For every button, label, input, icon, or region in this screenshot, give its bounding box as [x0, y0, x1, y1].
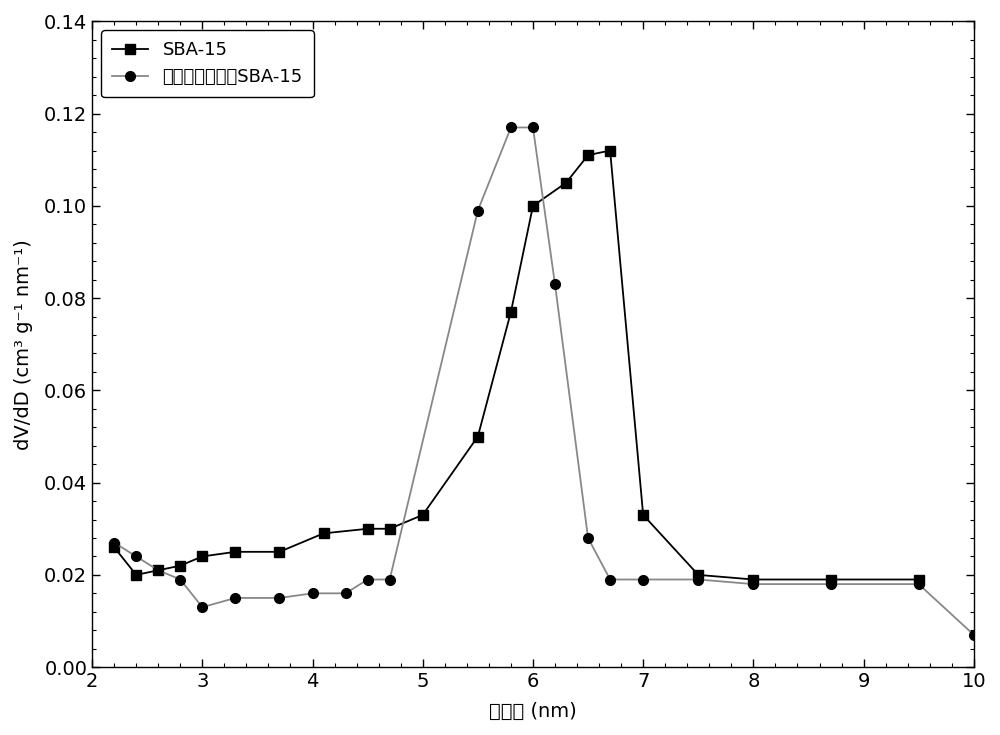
SBA-15 — [362, 524, 374, 533]
萍基碗酸基改性SBA-15 — [825, 580, 837, 589]
SBA-15 — [604, 146, 616, 155]
SBA-15 — [747, 575, 759, 584]
萍基碗酸基改性SBA-15 — [152, 566, 164, 575]
萍基碗酸基改性SBA-15 — [108, 538, 120, 547]
萍基碗酸基改性SBA-15 — [637, 575, 649, 584]
萍基碗酸基改性SBA-15 — [472, 206, 484, 215]
Line: 萍基碗酸基改性SBA-15: 萍基碗酸基改性SBA-15 — [109, 123, 979, 639]
萍基碗酸基改性SBA-15 — [340, 589, 352, 598]
萍基碗酸基改性SBA-15 — [130, 552, 142, 561]
萍基碗酸基改性SBA-15 — [384, 575, 396, 584]
萍基碗酸基改性SBA-15 — [549, 280, 561, 289]
SBA-15 — [505, 307, 517, 316]
SBA-15 — [582, 151, 594, 159]
萍基碗酸基改性SBA-15 — [747, 580, 759, 589]
萍基碗酸基改性SBA-15 — [582, 534, 594, 542]
萍基碗酸基改性SBA-15 — [307, 589, 319, 598]
X-axis label: 孔　径 (nm): 孔 径 (nm) — [489, 702, 577, 721]
SBA-15 — [108, 543, 120, 552]
萍基碗酸基改性SBA-15 — [968, 631, 980, 639]
萍基碗酸基改性SBA-15 — [362, 575, 374, 584]
SBA-15 — [560, 179, 572, 187]
SBA-15 — [130, 570, 142, 579]
SBA-15 — [384, 524, 396, 533]
萍基碗酸基改性SBA-15 — [229, 594, 241, 603]
萍基碗酸基改性SBA-15 — [604, 575, 616, 584]
SBA-15 — [637, 511, 649, 520]
Y-axis label: dV/dD (cm³ g⁻¹ nm⁻¹): dV/dD (cm³ g⁻¹ nm⁻¹) — [14, 239, 33, 450]
SBA-15 — [527, 201, 539, 210]
SBA-15 — [229, 548, 241, 556]
萍基碗酸基改性SBA-15 — [196, 603, 208, 612]
SBA-15 — [152, 566, 164, 575]
SBA-15 — [692, 570, 704, 579]
SBA-15 — [273, 548, 285, 556]
SBA-15 — [417, 511, 429, 520]
SBA-15 — [825, 575, 837, 584]
Line: SBA-15: SBA-15 — [109, 146, 924, 584]
SBA-15 — [472, 432, 484, 441]
SBA-15 — [318, 529, 330, 538]
SBA-15 — [913, 575, 925, 584]
萍基碗酸基改性SBA-15 — [692, 575, 704, 584]
萍基碗酸基改性SBA-15 — [174, 575, 186, 584]
萍基碗酸基改性SBA-15 — [913, 580, 925, 589]
SBA-15 — [174, 562, 186, 570]
萍基碗酸基改性SBA-15 — [505, 123, 517, 132]
SBA-15 — [196, 552, 208, 561]
萍基碗酸基改性SBA-15 — [273, 594, 285, 603]
Legend: SBA-15, 萍基碗酸基改性SBA-15: SBA-15, 萍基碗酸基改性SBA-15 — [101, 30, 314, 97]
萍基碗酸基改性SBA-15 — [527, 123, 539, 132]
